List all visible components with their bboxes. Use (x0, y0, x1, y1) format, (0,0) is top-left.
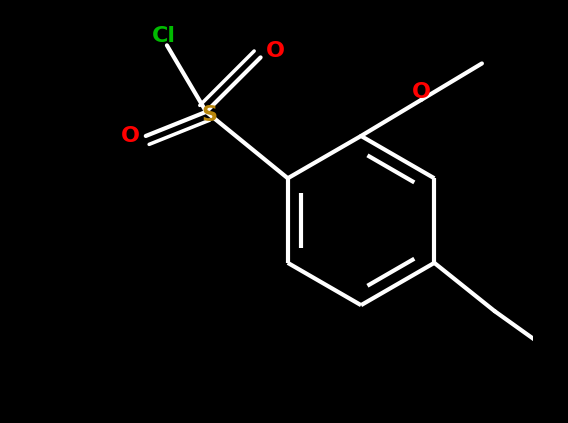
Text: Cl: Cl (152, 26, 176, 46)
Text: O: O (121, 126, 140, 146)
Text: O: O (412, 82, 431, 102)
Text: O: O (266, 41, 285, 61)
Text: S: S (201, 105, 217, 125)
